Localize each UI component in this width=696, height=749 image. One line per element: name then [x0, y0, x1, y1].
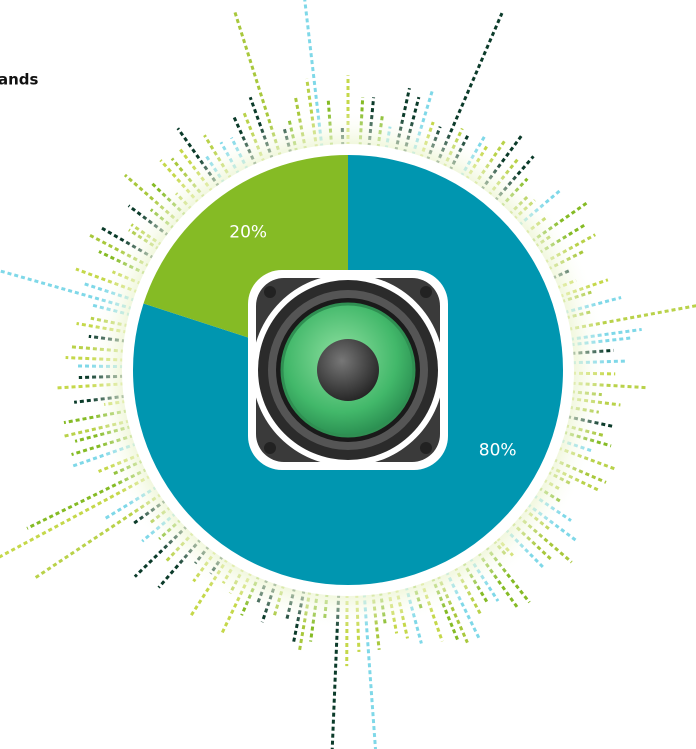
chart-title: ands [0, 71, 39, 89]
ray [56, 382, 125, 390]
ray [411, 88, 435, 156]
value-label: 20% [229, 223, 267, 243]
ray [480, 134, 523, 191]
value-label: 80% [479, 440, 517, 460]
ray [0, 474, 152, 559]
ray [362, 593, 377, 749]
ray [430, 576, 460, 642]
ray [189, 557, 229, 617]
ray [530, 200, 589, 243]
ray [71, 442, 138, 468]
ray [88, 233, 151, 268]
ray [219, 571, 253, 636]
ray [233, 11, 282, 157]
ray [568, 304, 696, 331]
speaker [248, 270, 448, 470]
ray [33, 492, 163, 580]
ray [63, 419, 131, 438]
